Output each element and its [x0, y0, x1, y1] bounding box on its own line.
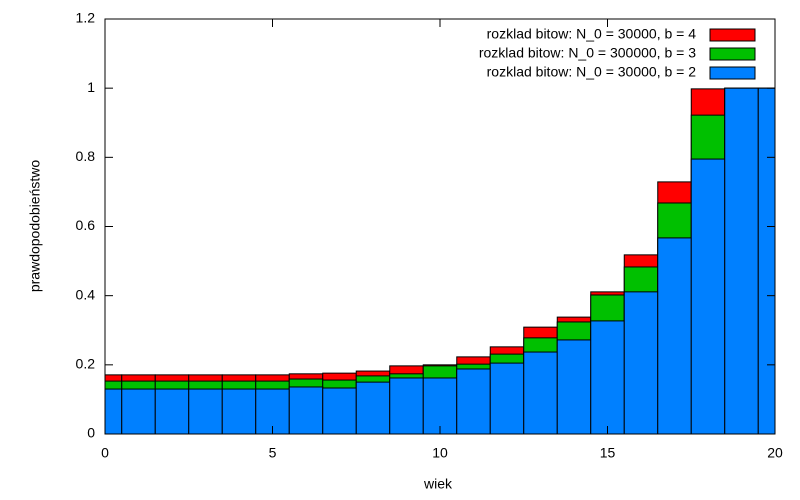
bar — [288, 386, 324, 434]
bar — [322, 387, 357, 434]
y-tick-label: 0.4 — [76, 286, 96, 302]
bar — [221, 388, 257, 434]
bar — [690, 158, 726, 434]
bars — [105, 87, 775, 434]
legend-label: rozklad bitow: N_0 = 30000, b = 2 — [487, 64, 697, 80]
bar — [154, 388, 190, 434]
bar — [724, 87, 759, 434]
bar — [121, 388, 156, 434]
bar — [456, 368, 491, 434]
x-axis-label: wiek — [423, 476, 453, 492]
legend-label: rozklad bitow: N_0 = 300000, b = 3 — [479, 45, 696, 61]
x-tick-label: 5 — [269, 445, 277, 461]
x-tick-label: 20 — [767, 445, 783, 461]
bar — [556, 339, 592, 434]
bar — [489, 362, 525, 434]
bar — [590, 320, 625, 434]
x-tick-label: 0 — [101, 445, 109, 461]
y-tick-label: 0.2 — [76, 356, 96, 372]
bar — [188, 388, 223, 434]
bar — [523, 351, 558, 434]
bar — [422, 377, 458, 434]
y-tick-label: 1 — [87, 79, 95, 95]
y-tick-label: 0.6 — [76, 217, 96, 233]
y-tick-label: 0.8 — [76, 148, 96, 164]
y-axis-label: prawdopodobieństwo — [27, 160, 43, 293]
x-tick-label: 15 — [600, 445, 616, 461]
bar — [657, 237, 692, 434]
bar — [757, 87, 775, 434]
x-tick-label: 10 — [432, 445, 448, 461]
legend-label: rozklad bitow: N_0 = 30000, b = 4 — [487, 26, 697, 42]
legend-swatch — [709, 47, 756, 61]
legend-swatch — [709, 66, 756, 80]
bar — [623, 291, 659, 434]
bar — [355, 381, 391, 434]
bar — [389, 377, 424, 434]
legend-swatch — [709, 28, 756, 42]
y-tick-label: 0 — [87, 425, 95, 441]
y-tick-label: 1.2 — [76, 10, 96, 26]
